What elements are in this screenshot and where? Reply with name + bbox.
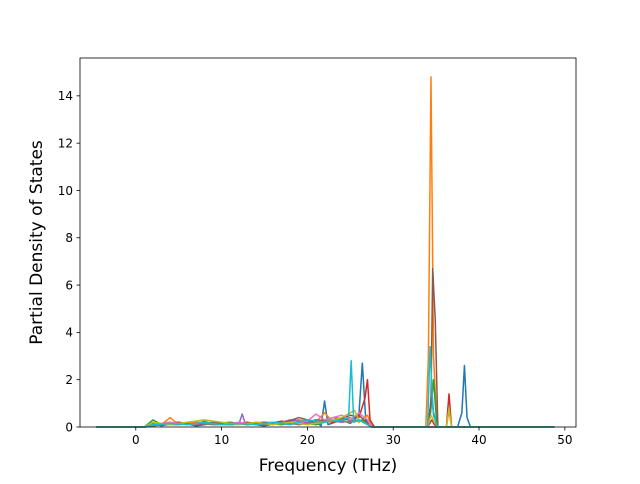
x-axis-label: Frequency (THz) <box>259 456 398 476</box>
x-tick-label: 40 <box>471 433 486 447</box>
y-tick-label: 14 <box>58 89 73 103</box>
x-axis-ticks: 0 10 20 30 40 50 <box>132 427 572 447</box>
y-tick-label: 8 <box>65 231 73 245</box>
x-tick-label: 10 <box>214 433 229 447</box>
y-tick-label: 4 <box>65 326 73 340</box>
y-tick-label: 12 <box>58 136 73 150</box>
y-axis-label: Partial Density of States <box>27 140 47 345</box>
x-tick-label: 30 <box>386 433 401 447</box>
y-tick-label: 10 <box>58 184 73 198</box>
x-tick-label: 20 <box>300 433 315 447</box>
y-axis-ticks: 0 2 4 6 8 10 12 14 <box>58 89 80 434</box>
x-tick-label: 0 <box>132 433 140 447</box>
series-layer <box>96 76 555 428</box>
plot-frame <box>79 57 577 428</box>
x-tick-label: 50 <box>557 433 572 447</box>
plot-area <box>80 58 576 427</box>
y-tick-label: 6 <box>65 278 73 292</box>
y-tick-label: 2 <box>65 373 73 387</box>
series-line-10 <box>96 345 555 428</box>
y-tick-label: 0 <box>65 420 73 434</box>
